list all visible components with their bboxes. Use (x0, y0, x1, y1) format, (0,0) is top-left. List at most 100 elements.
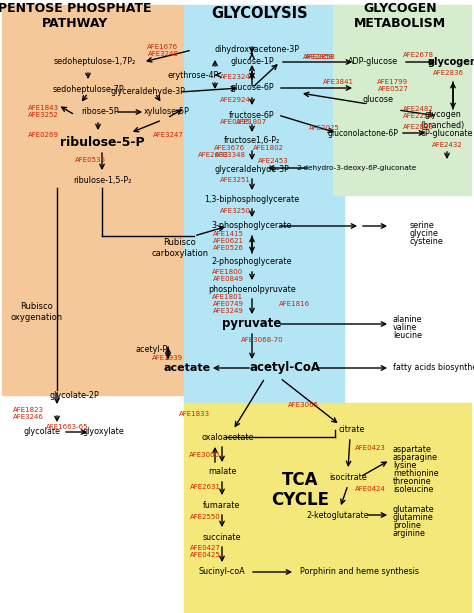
Text: erythrose-4P: erythrose-4P (167, 70, 219, 80)
Text: ribulose-5-P: ribulose-5-P (60, 135, 144, 148)
Text: fatty acids biosynthesis: fatty acids biosynthesis (393, 364, 474, 373)
Text: citrate: citrate (339, 425, 365, 435)
Bar (184, 403, 471, 613)
Text: AFE2633: AFE2633 (198, 152, 228, 158)
Text: arginine: arginine (393, 530, 426, 538)
Text: AFE3065: AFE3065 (288, 402, 319, 408)
Text: lysine: lysine (393, 462, 416, 471)
Text: AFE1801: AFE1801 (212, 294, 244, 300)
Text: AFE0621: AFE0621 (212, 238, 244, 244)
Text: glycolate: glycolate (24, 427, 61, 436)
Text: glucose-1P: glucose-1P (230, 58, 274, 66)
Text: Porphirin and heme synthesis: Porphirin and heme synthesis (300, 568, 419, 576)
Text: AFE2858: AFE2858 (305, 54, 336, 60)
Text: glutamate: glutamate (393, 506, 435, 514)
Text: cysteine: cysteine (410, 237, 444, 246)
Text: glucose-6P: glucose-6P (230, 83, 274, 93)
Text: AFE1415: AFE1415 (212, 231, 244, 237)
Text: sedoheptulose-7P: sedoheptulose-7P (52, 85, 124, 94)
Text: AFE1833: AFE1833 (180, 411, 210, 417)
Text: fumarate: fumarate (203, 500, 241, 509)
Text: AFE2453: AFE2453 (258, 158, 288, 164)
Text: AFE0195: AFE0195 (219, 119, 250, 125)
Text: dihydroxyacetone-3P: dihydroxyacetone-3P (215, 45, 300, 55)
Text: glycine: glycine (410, 229, 439, 238)
Text: AFE2678: AFE2678 (402, 52, 434, 58)
Text: AFE3252: AFE3252 (27, 112, 58, 118)
Text: acetyl-CoA: acetyl-CoA (249, 362, 320, 375)
Text: AFE0749: AFE0749 (212, 301, 244, 307)
Text: AFE2025: AFE2025 (309, 125, 339, 131)
Text: AFE1939: AFE1939 (153, 355, 183, 361)
Text: ADP-glucose: ADP-glucose (348, 58, 398, 66)
Text: AFE3250: AFE3250 (219, 208, 250, 214)
Text: acetate: acetate (164, 363, 210, 373)
Text: AFE1663-65: AFE1663-65 (46, 424, 88, 430)
Text: AFE0424: AFE0424 (355, 486, 385, 492)
Text: succinate: succinate (203, 533, 241, 541)
Text: AFE1800: AFE1800 (212, 269, 244, 275)
Text: AFE3676: AFE3676 (214, 145, 246, 151)
Text: 6P-gluconate: 6P-gluconate (421, 129, 473, 137)
Text: AFE2432: AFE2432 (432, 142, 462, 148)
Text: glucose: glucose (363, 96, 393, 104)
Text: 1,3-biphosphoglycerate: 1,3-biphosphoglycerate (204, 194, 300, 204)
Text: glycogen: glycogen (428, 57, 474, 67)
Text: proline: proline (393, 522, 421, 530)
Text: AFE1843: AFE1843 (27, 105, 58, 111)
Text: AFE0427: AFE0427 (190, 545, 220, 551)
Bar (333, 5, 471, 195)
Text: AFE0269: AFE0269 (27, 132, 58, 138)
Text: glyceraldehyde-3P: glyceraldehyde-3P (215, 164, 290, 173)
Text: AFE1816: AFE1816 (280, 301, 310, 307)
Text: methionine: methionine (393, 470, 438, 479)
Text: AFE3248: AFE3248 (147, 51, 178, 57)
Text: serine: serine (410, 221, 435, 230)
Text: AFE1807: AFE1807 (237, 119, 267, 125)
Text: oxaloacetate: oxaloacetate (202, 433, 254, 441)
Text: malate: malate (208, 468, 236, 476)
Text: glyoxylate: glyoxylate (82, 427, 124, 436)
Text: AFE0425: AFE0425 (190, 552, 220, 558)
Text: PENTOSE PHOSPHATE
PATHWAY: PENTOSE PHOSPHATE PATHWAY (0, 2, 152, 30)
Text: AFE3251: AFE3251 (219, 177, 250, 183)
Text: Rubisco
oxygenation: Rubisco oxygenation (11, 302, 63, 322)
Text: gluconolactone-6P: gluconolactone-6P (328, 129, 399, 137)
Text: fructose1,6-P₂: fructose1,6-P₂ (224, 137, 280, 145)
Text: AFE2224: AFE2224 (403, 113, 433, 119)
Text: AFE2631: AFE2631 (190, 484, 220, 490)
Text: ribose-5P: ribose-5P (81, 107, 119, 116)
Text: AFE2550: AFE2550 (190, 514, 220, 520)
Text: isoleucine: isoleucine (393, 485, 433, 495)
Text: 3-phosphoglycerate: 3-phosphoglycerate (212, 221, 292, 230)
Text: glyceraldehyde-3P: glyceraldehyde-3P (110, 88, 185, 96)
Text: AFE1799: AFE1799 (377, 79, 409, 85)
Text: glutamine: glutamine (393, 514, 434, 522)
Text: AFE2836: AFE2836 (432, 70, 464, 76)
Text: asparagine: asparagine (393, 454, 438, 462)
Text: 2-ketoglutarate: 2-ketoglutarate (307, 511, 369, 519)
Text: leucine: leucine (393, 332, 422, 340)
Text: AFE0536: AFE0536 (74, 157, 106, 163)
Text: Rubisco
carboxylation: Rubisco carboxylation (151, 238, 209, 257)
Text: AFE2482: AFE2482 (402, 106, 433, 112)
Text: AFE0527: AFE0527 (378, 86, 409, 92)
Text: ribulose-1,5-P₂: ribulose-1,5-P₂ (73, 175, 131, 185)
Text: AFE1676: AFE1676 (147, 44, 179, 50)
Text: AFE0849: AFE0849 (212, 276, 244, 282)
Text: AFE0423: AFE0423 (355, 445, 385, 451)
Text: GLYCOLYSIS: GLYCOLYSIS (212, 6, 308, 20)
Text: alanine: alanine (393, 316, 422, 324)
Bar (2, 5, 185, 395)
Text: AFE2858: AFE2858 (302, 54, 333, 60)
Bar (184, 5, 344, 415)
Text: pyruvate: pyruvate (222, 318, 282, 330)
Text: sedoheptulose-1,7P₂: sedoheptulose-1,7P₂ (54, 58, 136, 66)
Text: aspartate: aspartate (393, 446, 432, 454)
Text: AFE2324: AFE2324 (219, 74, 250, 80)
Text: AFE2833: AFE2833 (402, 124, 434, 130)
Text: AFE0526: AFE0526 (212, 245, 244, 251)
Text: phosphoenolpyruvate: phosphoenolpyruvate (208, 284, 296, 294)
Text: 2-phosphoglycerate: 2-phosphoglycerate (212, 257, 292, 267)
Text: threonine: threonine (393, 478, 432, 487)
